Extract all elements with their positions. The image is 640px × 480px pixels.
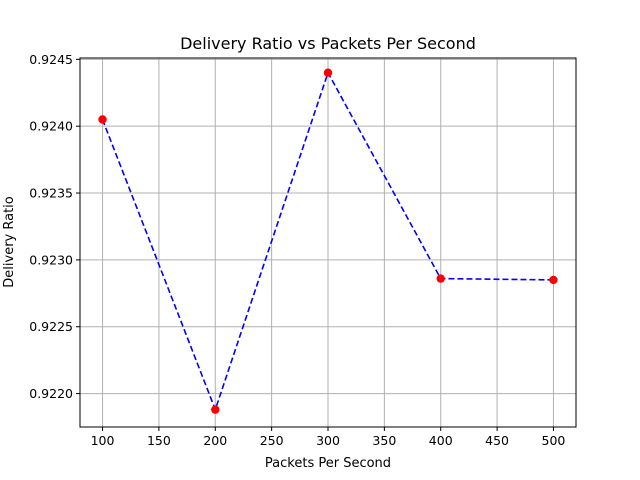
data-point [323,68,333,77]
x-tick-label: 400 [429,433,453,448]
data-point [549,275,558,285]
x-tick-label: 450 [485,433,509,448]
y-tick-label: 0.9235 [29,186,73,201]
data-point [436,274,445,283]
plot-frame [79,57,577,428]
x-tick-label: 250 [260,433,284,448]
x-tick-label: 500 [542,433,566,448]
chart-title: Delivery Ratio vs Packets Per Second [180,34,476,53]
y-tick-label: 0.9240 [29,119,73,134]
x-tick-label: 350 [372,433,396,448]
data-point [211,405,220,414]
axis-ticks: 100 150 200 250 300 350 400 450 500 0.9220 0.9225 0… [29,52,565,448]
x-tick-label: 150 [147,433,171,448]
y-tick-label: 0.9225 [29,319,73,334]
series [98,68,558,414]
data-point [98,115,107,124]
x-axis-label: Packets Per Second [265,456,391,471]
x-tick-label: 200 [203,433,227,448]
grid [80,58,576,427]
y-tick-label: 0.9245 [29,52,73,67]
y-tick-label: 0.9220 [29,386,73,401]
x-tick-label: 300 [316,433,340,448]
y-tick-label: 0.9230 [29,252,73,267]
y-axis-label: Delivery Ratio [2,196,17,288]
x-tick-label: 100 [91,433,115,448]
